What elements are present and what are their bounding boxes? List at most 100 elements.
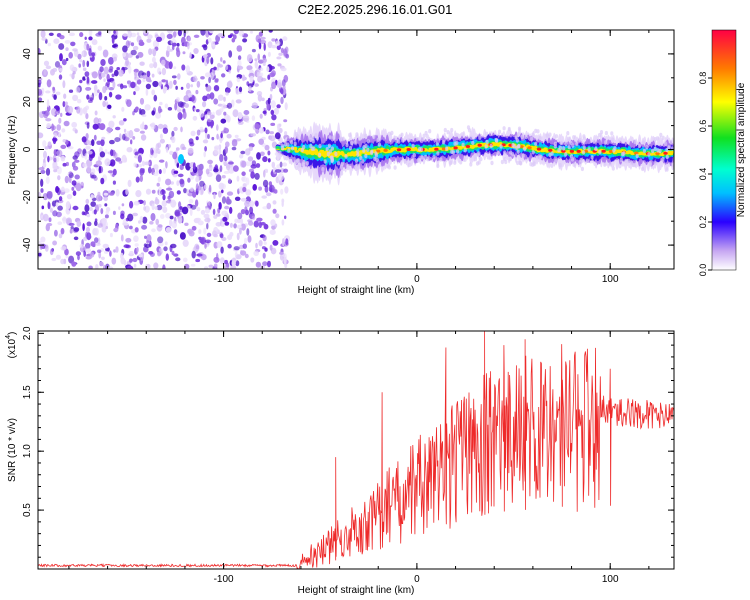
spectrogram-halo-cell bbox=[536, 129, 540, 134]
spectrogram-noise-cell bbox=[52, 240, 57, 246]
spectrogram-signal-cell bbox=[430, 148, 435, 152]
spectrogram-noise-cell bbox=[42, 140, 47, 148]
spectrogram-noise-cell bbox=[210, 121, 214, 129]
spectrogram-noise-cell bbox=[53, 94, 57, 100]
spectrogram-halo-cell bbox=[318, 152, 322, 158]
spectrogram-noise-cell bbox=[69, 73, 72, 77]
spectrogram-noise-cell bbox=[173, 79, 177, 86]
spectrogram-noise-cell bbox=[276, 104, 281, 109]
spectrogram-noise-cell bbox=[204, 239, 212, 244]
y-tick-label: 1.5 bbox=[22, 385, 33, 399]
spectrogram-noise-cell bbox=[55, 91, 61, 96]
spectrogram-noise-cell bbox=[86, 159, 93, 168]
spectrogram-noise-cell bbox=[86, 122, 90, 129]
spectrogram-halo-cell bbox=[570, 157, 575, 162]
spectrogram-noise-cell bbox=[141, 224, 148, 230]
spectrogram-noise-cell bbox=[175, 147, 180, 151]
spectrogram-noise-cell bbox=[137, 155, 142, 163]
spectrogram-noise-cell bbox=[270, 122, 276, 126]
spectrogram-halo-cell bbox=[356, 149, 360, 154]
spectrogram-halo-cell bbox=[569, 154, 574, 159]
spectrogram-noise-cell bbox=[208, 201, 211, 206]
spectrogram-noise-cell bbox=[162, 127, 169, 134]
spectrogram-noise-cell bbox=[97, 45, 103, 51]
spectrogram-halo-cell bbox=[633, 139, 637, 145]
spectrogram-halo-cell bbox=[624, 158, 628, 164]
spectrogram-noise-cell bbox=[76, 220, 82, 227]
spectrogram-noise-cell bbox=[141, 160, 145, 167]
spectrogram-halo-cell bbox=[610, 131, 614, 136]
spectrogram-halo-cell bbox=[545, 133, 549, 138]
spectrogram-halo-cell bbox=[393, 165, 397, 170]
spectrogram-halo-cell bbox=[436, 163, 440, 169]
spectrogram-noise-cell bbox=[52, 67, 58, 73]
spectrogram-noise-cell bbox=[45, 176, 50, 184]
spectrogram-halo-cell bbox=[358, 136, 362, 141]
spectrogram-noise-cell bbox=[239, 227, 242, 235]
spectrogram-noise-cell bbox=[254, 83, 259, 87]
spectrogram-noise-cell bbox=[249, 206, 254, 215]
spectrogram-noise-cell bbox=[269, 229, 276, 235]
spectrogram-noise-cell bbox=[195, 183, 199, 192]
spectrogram-noise-cell bbox=[143, 206, 147, 211]
spectrogram-noise-cell bbox=[97, 89, 100, 94]
spectrogram-noise-cell bbox=[72, 205, 79, 211]
spectrogram-noise-cell bbox=[251, 48, 256, 53]
spectrogram-noise-cell bbox=[283, 119, 288, 123]
spectrogram-halo-cell bbox=[354, 166, 358, 171]
spectrogram-noise-cell bbox=[72, 71, 76, 75]
spectrogram-noise-cell bbox=[150, 147, 154, 156]
spectrogram-noise-cell bbox=[177, 101, 184, 108]
spectrogram-noise-cell bbox=[237, 65, 243, 70]
spectrogram-noise-cell bbox=[87, 150, 93, 155]
spectrogram-noise-cell bbox=[220, 246, 224, 254]
spectrogram-noise-cell bbox=[122, 85, 128, 89]
spectrogram-noise-cell bbox=[46, 99, 50, 108]
spectrogram-noise-cell bbox=[229, 222, 233, 228]
spectrogram-noise-cell bbox=[100, 208, 104, 215]
spectrogram-noise-cell bbox=[270, 219, 276, 227]
spectrogram-noise-cell bbox=[127, 213, 134, 222]
spectrogram-noise-cell bbox=[269, 93, 273, 101]
spectrogram-noise-cell bbox=[175, 257, 181, 262]
spectrogram-noise-cell bbox=[58, 196, 63, 202]
spectrogram-noise-cell bbox=[91, 139, 95, 147]
spectrogram-noise-cell bbox=[170, 181, 174, 185]
spectrogram-halo-cell bbox=[642, 148, 647, 154]
spectrogram-noise-cell bbox=[99, 261, 104, 267]
spectrogram-noise-cell bbox=[248, 143, 255, 148]
spectrogram-noise-cell bbox=[122, 222, 129, 226]
spectrogram-noise-cell bbox=[148, 166, 152, 174]
spectrogram-halo-cell bbox=[449, 160, 453, 165]
spectrogram-signal-cell bbox=[670, 150, 674, 154]
spectrogram-noise-cell bbox=[103, 196, 108, 202]
spectrogram-noise-cell bbox=[136, 32, 140, 36]
spectrogram-noise-cell bbox=[249, 75, 254, 83]
spectrogram-halo-cell bbox=[664, 141, 668, 147]
spectrogram-signal-cell bbox=[402, 148, 407, 153]
spectrogram-noise-cell bbox=[224, 221, 230, 226]
spectrogram-noise-cell bbox=[142, 74, 148, 79]
spectrogram-noise-cell bbox=[77, 99, 82, 104]
spectrogram-noise-cell bbox=[228, 161, 234, 165]
spectrogram-noise-cell bbox=[204, 266, 209, 269]
spectrogram-halo-cell bbox=[362, 144, 366, 150]
spectrogram-noise-cell bbox=[168, 190, 175, 199]
spectrogram-noise-cell bbox=[160, 214, 165, 219]
spectrogram-noise-cell bbox=[219, 137, 223, 144]
spectrogram-noise-cell bbox=[256, 152, 261, 160]
spectrogram-halo-cell bbox=[477, 151, 481, 156]
spectrogram-noise-cell bbox=[259, 67, 264, 72]
spectrogram-noise-cell bbox=[235, 138, 242, 142]
spectrogram-noise-cell bbox=[254, 58, 258, 62]
spectrogram-noise-cell bbox=[213, 66, 217, 71]
spectrogram-noise-cell bbox=[263, 170, 266, 178]
spectrogram-noise-cell bbox=[267, 97, 271, 105]
spectrogram-noise-cell bbox=[212, 43, 216, 48]
spectrogram-noise-cell bbox=[130, 81, 136, 89]
spectrogram-halo-cell bbox=[354, 158, 359, 163]
spectrogram-peak-cell bbox=[548, 148, 553, 152]
colorbar-tick-label: 0.8 bbox=[698, 72, 708, 85]
spectrogram-noise-cell bbox=[172, 151, 178, 160]
spectrogram-noise-cell bbox=[62, 139, 67, 143]
